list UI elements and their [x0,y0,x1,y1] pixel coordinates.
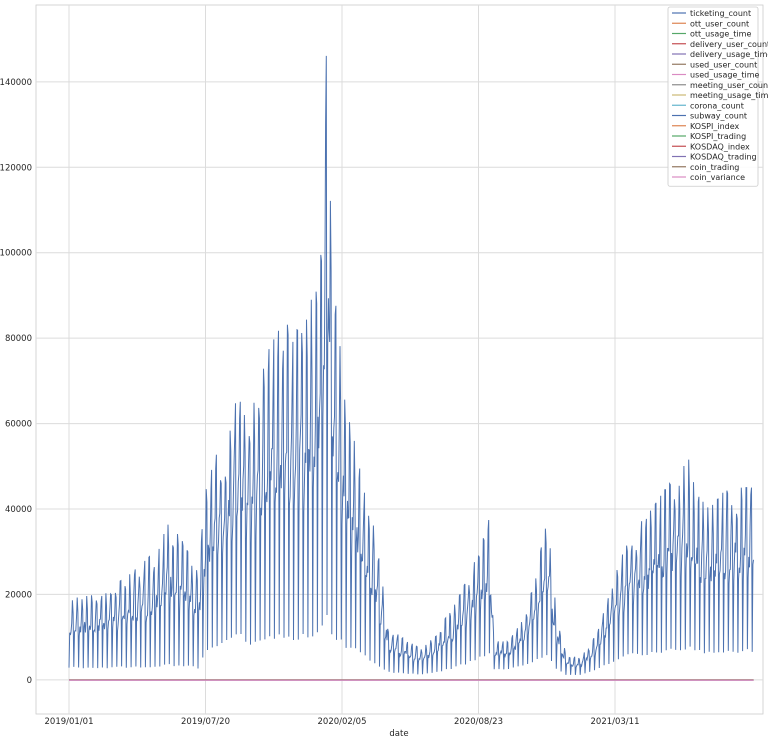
legend-entry: used_user_count [690,60,757,69]
legend-entry: KOSPI_trading [690,132,746,141]
y-tick-label: 0 [27,676,32,686]
legend-entry: KOSPI_index [690,122,740,131]
y-tick-label: 20000 [5,590,32,600]
legend-entry: coin_trading [690,163,739,172]
legend-entry: KOSDAQ_index [690,142,750,151]
x-tick-label: 2021/03/11 [591,717,640,727]
legend-entry: subway_count [690,112,747,121]
x-tick-label: 2020/02/05 [318,717,367,727]
x-axis-label: date [389,729,408,739]
legend-entry: ott_usage_time [690,30,751,39]
x-tick-label: 2019/01/01 [45,717,94,727]
legend-entry: meeting_usage_time [690,91,768,100]
x-axis-ticks: 2019/01/01 2019/07/20 2020/02/05 2020/08/23… [45,717,640,727]
x-tick-label: 2020/08/23 [454,717,503,727]
legend-entry: meeting_user_count [690,81,768,90]
legend-entry: ott_user_count [690,19,749,28]
y-tick-label: 80000 [5,334,32,344]
legend-entry: used_usage_time [690,71,760,80]
y-tick-label: 120000 [0,163,32,173]
y-tick-label: 60000 [5,420,32,430]
legend-entry: coin_variance [690,173,745,182]
y-tick-label: 100000 [0,249,32,259]
legend-entry: KOSDAQ_trading [690,153,757,162]
y-axis-ticks: 0 20000 40000 60000 80000 100000 120000 140000 [0,78,32,686]
legend-entry: ticketing_count [690,9,751,18]
legend-entry: corona_count [690,101,744,110]
series-line-subway-count [68,55,754,675]
legend-entry: delivery_usage_time [690,50,768,59]
legend-frame [667,6,759,187]
y-tick-label: 140000 [0,78,32,88]
y-tick-label: 40000 [5,505,32,515]
legend-entry: delivery_user_count [690,40,768,49]
x-tick-label: 2019/07/20 [181,717,230,727]
